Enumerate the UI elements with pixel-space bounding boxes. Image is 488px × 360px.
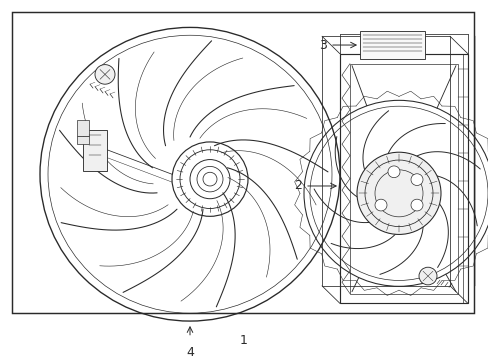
- Bar: [349, 64, 457, 294]
- Circle shape: [356, 152, 440, 234]
- Circle shape: [410, 199, 422, 211]
- Circle shape: [374, 199, 386, 211]
- Circle shape: [410, 174, 422, 185]
- Bar: [77, 136, 89, 144]
- Bar: [12, 12, 473, 313]
- Text: 4: 4: [185, 346, 194, 359]
- Bar: [83, 130, 107, 171]
- Circle shape: [387, 166, 399, 178]
- Text: 2: 2: [293, 180, 302, 193]
- Text: 3: 3: [319, 39, 326, 51]
- Text: 1: 1: [240, 334, 247, 347]
- Circle shape: [95, 64, 115, 84]
- Bar: [77, 120, 89, 136]
- Circle shape: [418, 267, 436, 285]
- Bar: [359, 31, 424, 59]
